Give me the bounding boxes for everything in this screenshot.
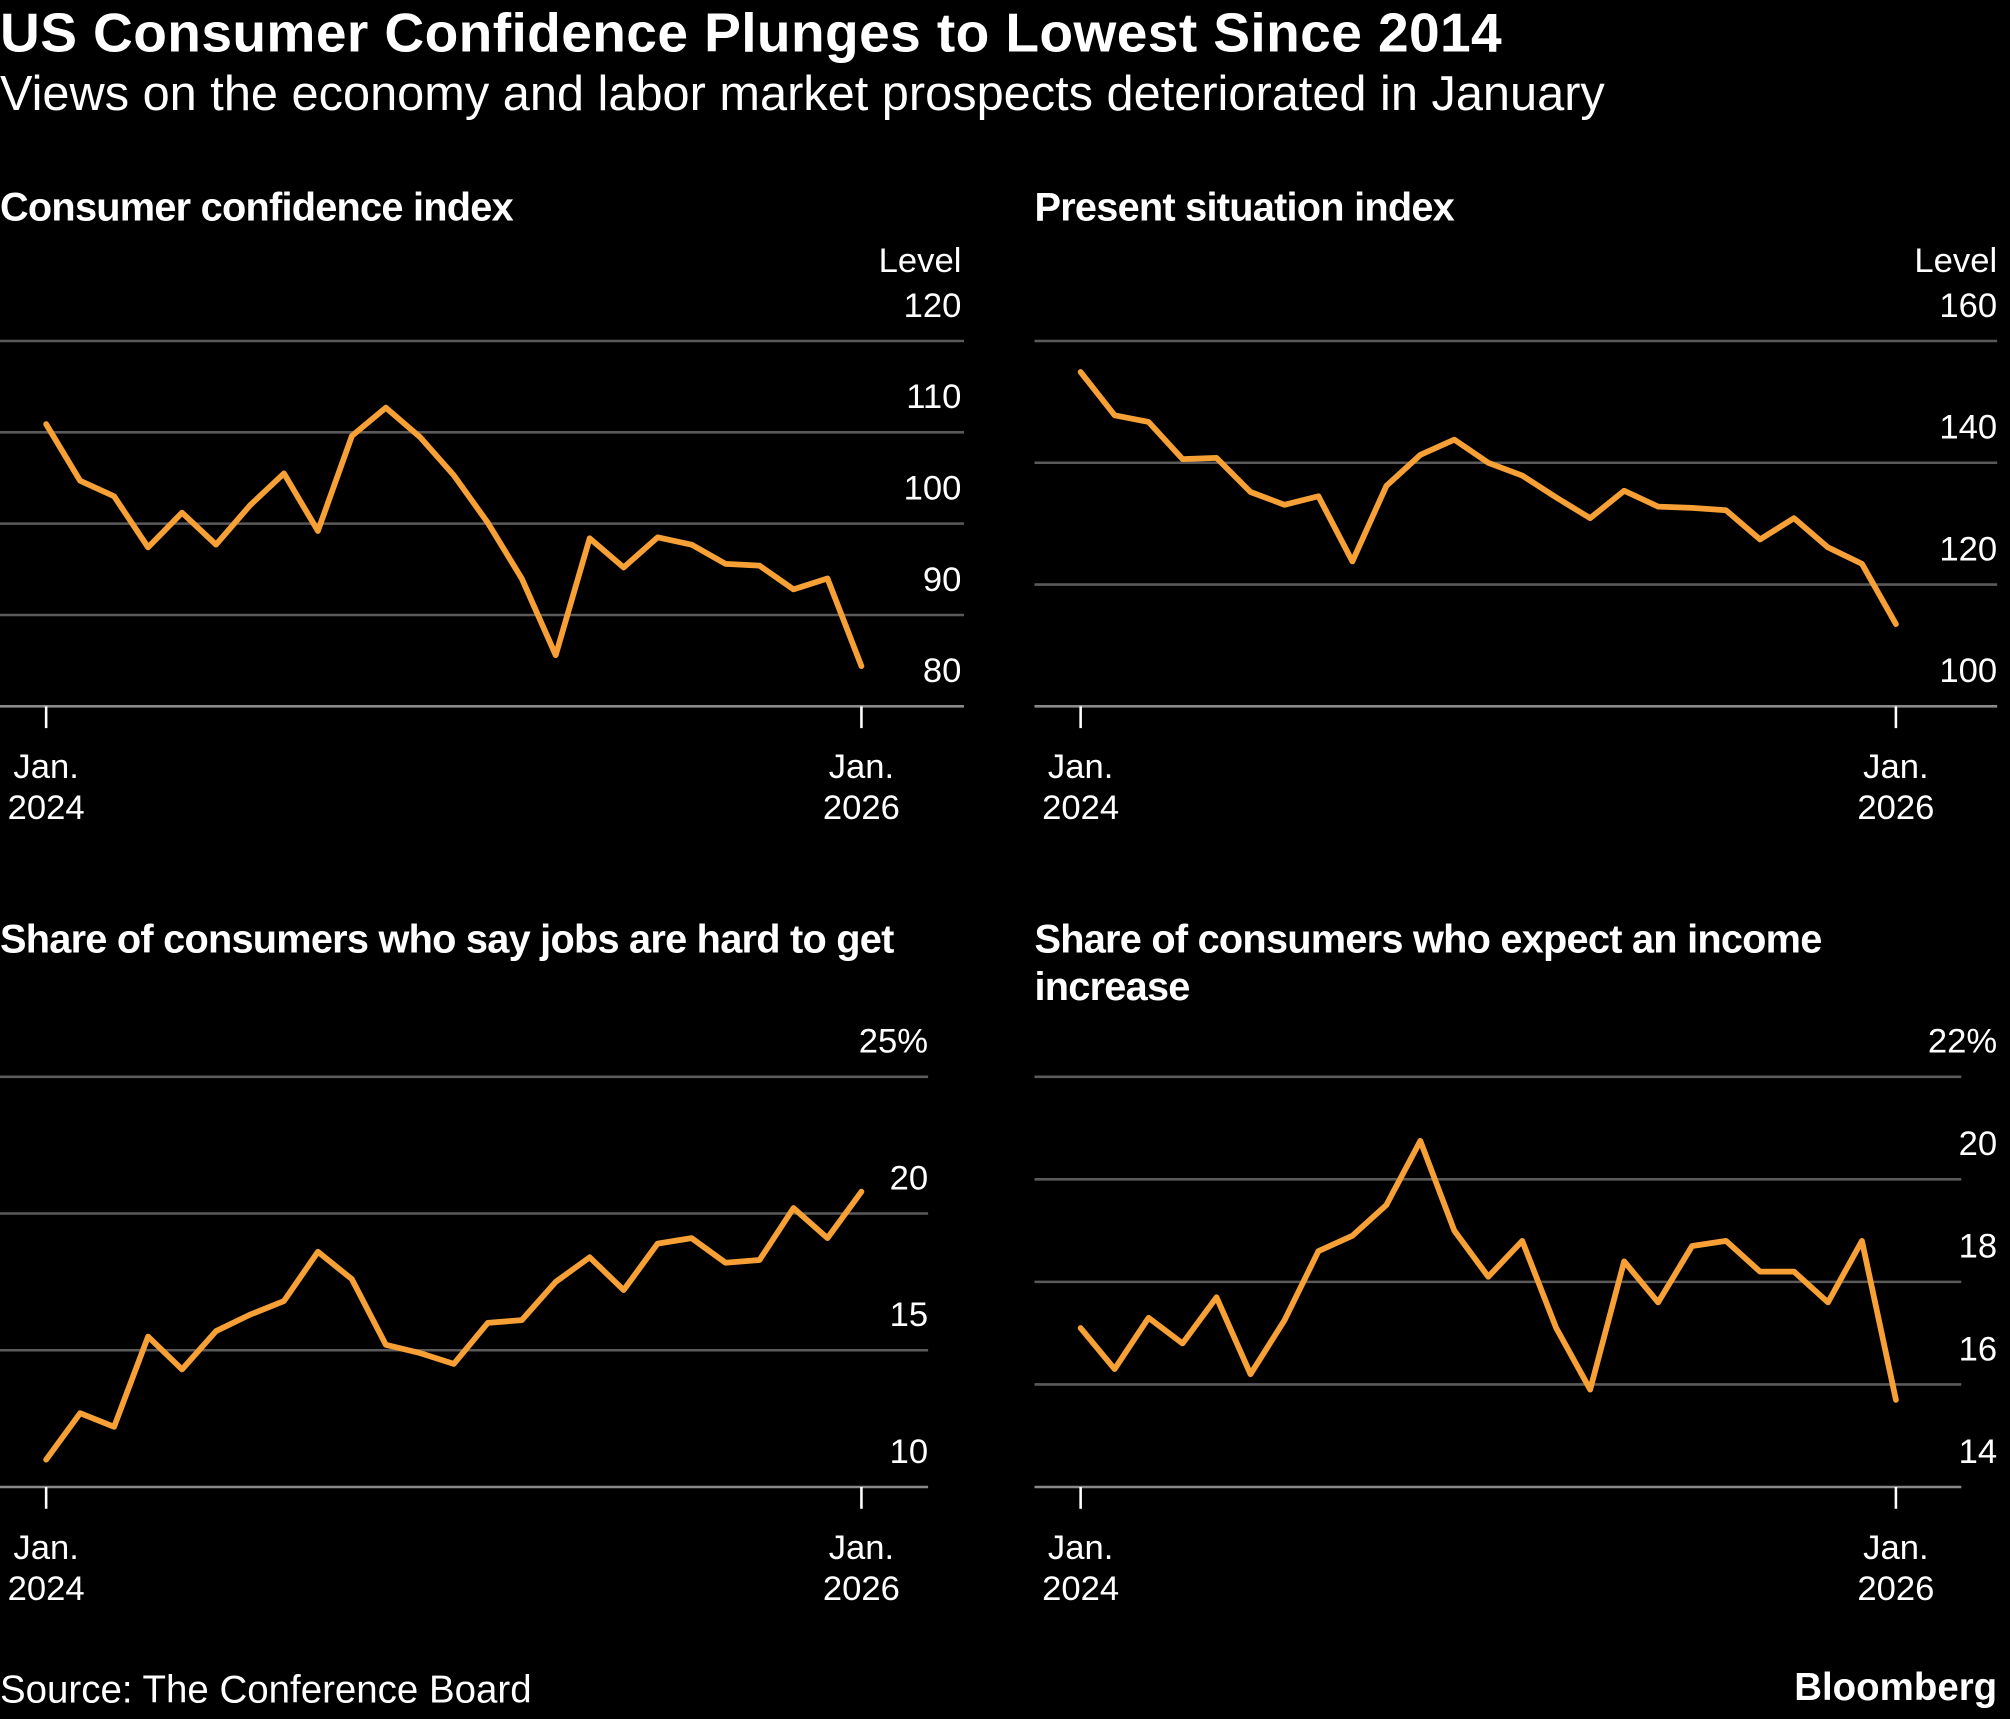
source: Source: The Conference Board	[0, 1669, 532, 1712]
y-tick-label: 10	[890, 1433, 928, 1471]
y-tick-label: 90	[923, 561, 962, 599]
x-tick-label: Jan. 2026	[1857, 1528, 1935, 1608]
chart-title: Share of consumers who say jobs are hard…	[0, 916, 894, 962]
data-line	[1077, 1137, 1899, 1403]
chart-title: Consumer confidence index	[0, 184, 514, 230]
y-tick-label: 15	[890, 1296, 928, 1334]
y-tick-label: 25%	[859, 1023, 928, 1061]
data-line	[43, 404, 865, 670]
y-tick-label: 100	[904, 469, 962, 507]
y-tick-label: 140	[1939, 409, 1997, 447]
y-tick-label: 80	[923, 652, 962, 690]
x-tick-label: Jan. 2026	[822, 1528, 900, 1608]
y-tick-label: 18	[1959, 1228, 1998, 1266]
y-tick-label: 120	[904, 287, 962, 325]
x-tick-label: Jan. 2024	[7, 747, 85, 827]
chart-title: Share of consumers who expect an income …	[1034, 916, 1822, 1009]
unit-label: Level	[879, 242, 962, 280]
data-line	[1077, 369, 1899, 628]
title: US Consumer Confidence Plunges to Lowest…	[0, 2, 1503, 65]
y-tick-label: 14	[1959, 1433, 1998, 1471]
y-tick-label: 160	[1939, 287, 1997, 325]
x-tick-label: Jan. 2024	[1042, 747, 1120, 827]
unit-label: Level	[1914, 242, 1997, 280]
chart-title: Present situation index	[1034, 184, 1455, 230]
data-line	[43, 1188, 865, 1463]
y-tick-label: 100	[1939, 652, 1997, 690]
x-tick-label: Jan. 2026	[822, 747, 900, 827]
y-tick-label: 20	[1959, 1125, 1998, 1163]
y-tick-label: 22%	[1928, 1023, 1997, 1061]
x-tick-label: Jan. 2024	[1042, 1528, 1120, 1608]
y-tick-label: 20	[890, 1159, 928, 1197]
brand: Bloomberg	[1794, 1666, 1998, 1709]
y-tick-label: 120	[1939, 530, 1997, 568]
y-tick-label: 16	[1959, 1330, 1998, 1368]
y-tick-label: 110	[906, 378, 961, 416]
x-tick-label: Jan. 2024	[7, 1528, 85, 1608]
x-tick-label: Jan. 2026	[1857, 747, 1935, 827]
subtitle: Views on the economy and labor market pr…	[0, 67, 1605, 122]
